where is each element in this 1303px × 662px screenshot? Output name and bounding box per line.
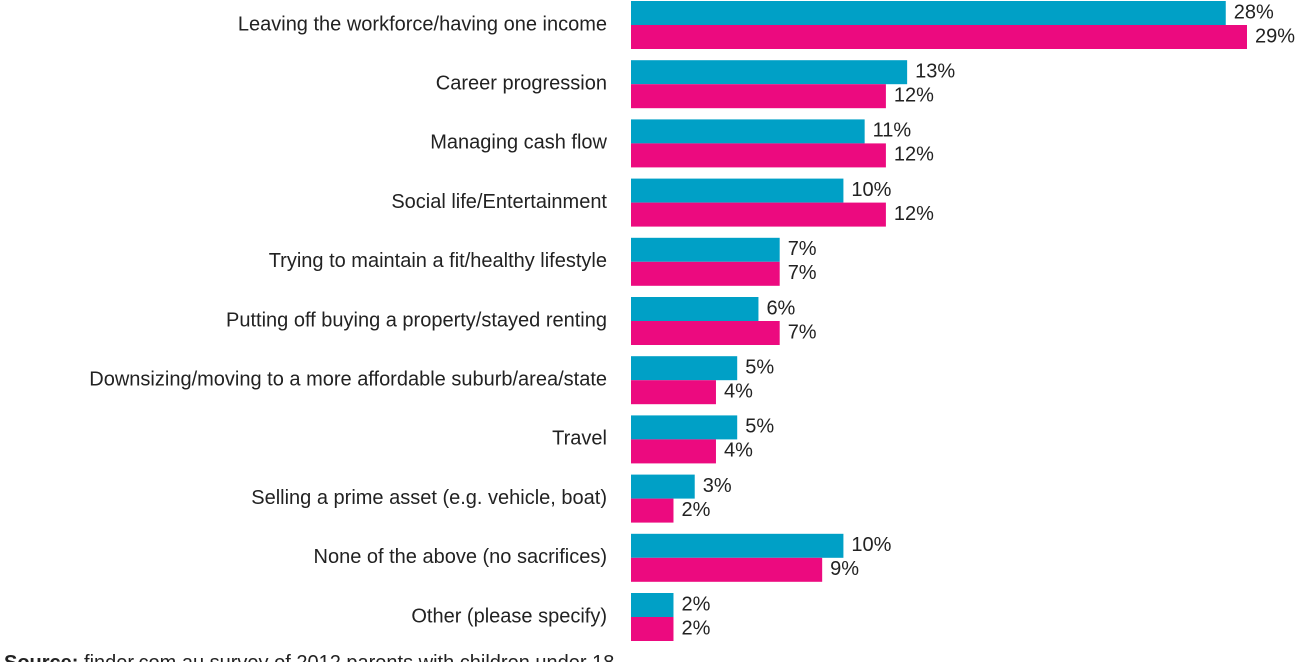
value-label: 4%: [724, 440, 753, 462]
bar: [631, 237, 780, 262]
category-label: Social life/Entertainment: [391, 191, 607, 213]
category-label: Travel: [552, 428, 607, 450]
bar: [631, 297, 759, 321]
bar: [631, 557, 823, 582]
bar: [631, 439, 716, 464]
category-label: Selling a prime asset (e.g. vehicle, boa…: [251, 487, 607, 509]
value-label: 10%: [851, 179, 891, 201]
source: Source: finder.com.au survey of 2012 par…: [4, 652, 614, 662]
value-label: 7%: [788, 321, 817, 343]
category-label: Downsizing/moving to a more affordable s…: [89, 368, 607, 390]
value-label: 12%: [894, 203, 934, 225]
bar: [631, 261, 780, 286]
source-label: Source:: [4, 652, 78, 662]
bar: [631, 474, 695, 499]
value-label: 12%: [894, 144, 934, 166]
value-label: 3%: [703, 475, 732, 497]
value-label: 5%: [745, 356, 774, 378]
bar: [631, 202, 886, 227]
value-label: 2%: [681, 593, 710, 615]
bar: [631, 60, 908, 85]
value-label: 6%: [766, 297, 795, 319]
bar: [631, 1, 1226, 25]
bar: [631, 84, 886, 109]
value-label: 2%: [681, 617, 710, 639]
category-label: Trying to maintain a fit/healthy lifesty…: [269, 250, 607, 272]
value-label: 7%: [788, 262, 817, 284]
value-label: 29%: [1255, 25, 1295, 47]
category-label: Putting off buying a property/stayed ren…: [226, 309, 607, 331]
bar: [631, 593, 674, 617]
category-label: Managing cash flow: [430, 132, 607, 154]
value-label: 12%: [894, 84, 934, 106]
value-label: 10%: [851, 534, 891, 556]
category-label: Leaving the workforce/having one income: [238, 13, 607, 35]
bar: [631, 25, 1247, 49]
bar: [631, 143, 886, 168]
bar: [631, 415, 738, 440]
value-label: 4%: [724, 380, 753, 402]
bar: [631, 617, 674, 641]
category-label: None of the above (no sacrifices): [314, 546, 608, 568]
category-label: Career progression: [436, 72, 607, 94]
bar: [631, 178, 844, 203]
value-label: 11%: [873, 120, 912, 142]
bar: [631, 321, 780, 345]
category-label: Other (please specify): [411, 605, 607, 627]
bar: [631, 533, 844, 558]
bar: [631, 119, 865, 144]
value-label: 13%: [915, 60, 955, 82]
source-text: finder.com.au survey of 2012 parents wit…: [78, 652, 614, 662]
value-label: 5%: [745, 416, 774, 438]
value-label: 9%: [830, 558, 859, 580]
value-label: 7%: [788, 238, 817, 260]
bar: [631, 356, 738, 381]
bar: [631, 380, 716, 405]
bar: [631, 498, 674, 523]
value-label: 28%: [1234, 1, 1274, 23]
value-label: 2%: [681, 499, 710, 521]
